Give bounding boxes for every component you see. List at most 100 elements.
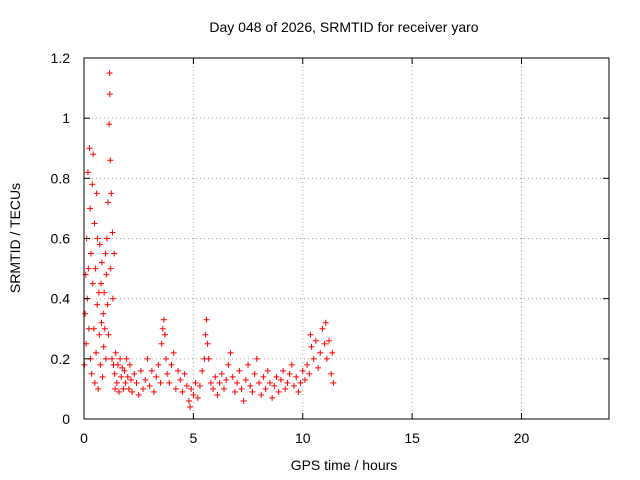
data-point: [124, 373, 131, 380]
data-point: [105, 199, 112, 206]
y-tick-label: 0.4: [51, 291, 71, 307]
data-point: [304, 361, 311, 368]
data-point: [157, 379, 164, 386]
data-point: [306, 370, 313, 377]
data-point: [91, 220, 98, 227]
data-point: [190, 391, 197, 398]
x-tick-label: 20: [514, 430, 530, 446]
data-point: [128, 376, 135, 383]
data-point: [98, 259, 105, 266]
x-tick-label: 0: [80, 430, 88, 446]
data-point: [286, 370, 293, 377]
data-point: [94, 301, 101, 308]
data-point: [107, 265, 114, 272]
data-point: [117, 355, 124, 362]
data-point: [123, 355, 130, 362]
data-point: [129, 388, 136, 395]
data-point: [315, 364, 322, 371]
data-point: [125, 385, 132, 392]
data-point: [225, 361, 232, 368]
data-point: [262, 385, 269, 392]
data-point: [155, 361, 162, 368]
data-point: [101, 289, 108, 296]
data-point: [86, 145, 93, 152]
data-point: [212, 373, 219, 380]
data-point: [328, 370, 335, 377]
data-point: [293, 373, 300, 380]
data-point: [168, 361, 175, 368]
data-point: [118, 373, 125, 380]
data-point: [90, 325, 97, 332]
grid-layer: [84, 58, 609, 419]
data-point: [202, 331, 209, 338]
data-point: [205, 355, 212, 362]
y-axis-label: SRMTID / TECUs: [7, 183, 23, 293]
data-point: [126, 361, 133, 368]
data-point: [297, 379, 304, 386]
data-point: [122, 379, 129, 386]
data-point: [109, 355, 115, 362]
data-point: [112, 385, 119, 392]
data-point: [135, 391, 142, 398]
data-point: [100, 310, 107, 317]
data-point: [166, 379, 173, 386]
data-point: [111, 250, 118, 257]
data-point: [223, 376, 230, 383]
data-point: [120, 385, 127, 392]
data-point: [187, 403, 194, 410]
data-point: [179, 388, 186, 395]
data-point: [163, 355, 170, 362]
data-point: [277, 376, 284, 383]
data-point: [93, 349, 100, 356]
data-point: [186, 397, 192, 404]
data-point: [240, 397, 247, 404]
data-point: [91, 379, 98, 386]
x-axis-label: GPS time / hours: [291, 457, 398, 473]
data-point: [247, 382, 254, 389]
data-point: [92, 265, 99, 272]
data-point: [82, 310, 89, 317]
y-tick-label: 0.6: [51, 231, 71, 247]
data-point: [282, 385, 289, 392]
data-point: [151, 388, 157, 395]
data-point: [94, 235, 101, 242]
data-point: [301, 376, 308, 383]
data-point: [107, 157, 114, 164]
data-point: [299, 367, 306, 374]
data-point: [96, 241, 103, 248]
axis-ticks: 0 5 10 15 20 0 0.2 0.4 0.6 0.8 1 1.2: [51, 50, 609, 446]
data-point: [93, 190, 100, 197]
data-point: [203, 316, 210, 323]
x-tick-label: 15: [404, 430, 420, 446]
data-point: [312, 337, 319, 344]
data-point: [89, 280, 96, 287]
data-point: [116, 388, 122, 395]
data-point: [133, 379, 140, 386]
data-point: [192, 379, 199, 386]
data-point: [308, 343, 315, 350]
data-point: [104, 301, 111, 308]
data-point: [175, 367, 182, 374]
data-point: [249, 388, 256, 395]
data-point: [253, 355, 260, 362]
data-point: [317, 349, 324, 356]
data-point: [264, 367, 271, 374]
data-point: [84, 169, 91, 176]
data-point: [236, 367, 243, 374]
data-point: [266, 379, 273, 386]
data-point: [273, 373, 280, 380]
data-point: [102, 355, 109, 362]
data-point: [161, 331, 168, 338]
data-point: [280, 367, 287, 374]
data-point: [218, 370, 225, 377]
data-point: [98, 280, 105, 287]
data-point: [85, 325, 92, 332]
data-point: [85, 265, 92, 272]
data-point: [284, 379, 291, 386]
data-point: [112, 349, 119, 356]
data-points: [81, 70, 337, 410]
data-point: [210, 385, 217, 392]
y-tick-label: 0.8: [51, 170, 71, 186]
data-point: [121, 367, 128, 374]
